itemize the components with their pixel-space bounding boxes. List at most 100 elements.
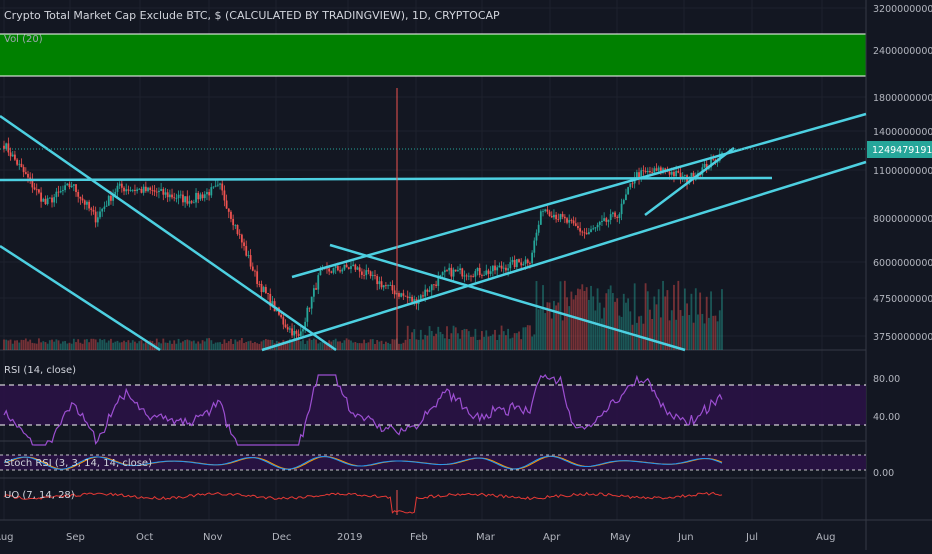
volume-bar	[334, 338, 337, 350]
volume-bar	[31, 342, 34, 350]
volume-bar	[306, 340, 309, 350]
candle-body	[330, 271, 333, 273]
volume-bar	[422, 339, 424, 350]
volume-bar	[164, 342, 167, 350]
volume-bar	[631, 324, 634, 350]
candle-body	[247, 255, 250, 256]
volume-bar	[134, 341, 136, 350]
volume-bar	[360, 343, 363, 350]
candle-body	[68, 183, 71, 188]
volume-bar	[64, 341, 67, 350]
candle-body	[382, 285, 385, 288]
candle-body	[345, 264, 348, 268]
trendline-lower-descending[interactable]	[0, 244, 161, 352]
candle-body	[384, 285, 387, 287]
volume-bar	[485, 330, 488, 350]
rsi-line	[3, 374, 723, 446]
time-tick: Aug	[0, 532, 14, 543]
volume-bar	[670, 310, 673, 350]
candle-body	[62, 190, 64, 192]
volume-bar	[118, 342, 121, 350]
volume-bar	[666, 290, 669, 350]
time-tick: Dec	[272, 532, 291, 543]
candle-body	[243, 242, 245, 247]
volume-bar	[371, 339, 374, 350]
candle-body	[182, 194, 184, 203]
volume-bar	[644, 283, 647, 350]
candle-body	[120, 183, 123, 188]
candle-body	[419, 295, 422, 300]
volume-bar	[208, 338, 211, 350]
candle-body	[101, 208, 104, 212]
candle-body	[367, 270, 370, 272]
volume-bar	[262, 340, 265, 350]
volume-bar	[697, 314, 699, 350]
candle-body	[422, 295, 424, 297]
vol-label[interactable]: Vol (20)	[4, 34, 43, 45]
volume-bar	[625, 302, 627, 350]
volume-bar	[55, 339, 58, 350]
candle-body	[496, 267, 499, 271]
price-axis[interactable]: 320000000000 240000000000 180000000000 1…	[873, 4, 932, 343]
volume-bar	[694, 288, 697, 350]
volume-bar	[144, 342, 147, 350]
trendline-upper-descending[interactable]	[0, 114, 337, 352]
candle-body	[690, 172, 693, 181]
candle-body	[29, 177, 32, 179]
volume-bar	[518, 331, 520, 350]
volume-bar	[210, 340, 213, 350]
volume-bar	[662, 280, 664, 350]
stoch-label[interactable]: Stoch RSI (3, 3, 14, 14, close)	[4, 458, 152, 469]
volume-bar	[391, 339, 394, 350]
candle-body	[542, 211, 544, 213]
volume-bar	[59, 343, 62, 350]
volume-bar	[452, 325, 455, 350]
volume-bar	[478, 339, 481, 350]
volume-bar	[182, 341, 184, 350]
candle-body	[14, 154, 16, 160]
volume-bar	[555, 305, 558, 350]
candle-body	[343, 264, 346, 270]
candle-body	[679, 172, 682, 179]
volume-bar	[587, 299, 590, 350]
candle-body	[114, 191, 117, 195]
volume-bar	[114, 341, 117, 350]
candle-body	[79, 196, 82, 199]
volume-bar	[7, 340, 10, 350]
uo-label[interactable]: UO (7, 14, 28)	[4, 490, 75, 501]
candle-body	[123, 187, 125, 192]
candle-body	[107, 195, 110, 206]
candle-body	[177, 194, 180, 199]
volume-bar	[718, 310, 721, 350]
candle-body	[572, 220, 575, 224]
time-axis[interactable]: Aug Sep Oct Nov Dec 2019 Feb Mar Apr May…	[0, 532, 836, 543]
rsi-label[interactable]: RSI (14, close)	[4, 365, 76, 376]
trendline-mid-descending[interactable]	[329, 243, 686, 352]
volume-bar	[269, 339, 272, 350]
volume-bar	[653, 296, 656, 350]
volume-bar	[406, 325, 409, 350]
candle-body	[428, 290, 431, 292]
trend-lines[interactable]	[0, 112, 867, 352]
trendline-channel-upper[interactable]	[291, 112, 867, 279]
candle-body	[657, 167, 660, 171]
volume-bar	[520, 339, 523, 350]
candle-body	[240, 234, 243, 243]
candle-body	[568, 220, 571, 223]
volume-bar	[140, 340, 143, 350]
candle-body	[550, 215, 553, 218]
volume-bar	[192, 340, 195, 350]
volume-bar	[24, 338, 27, 350]
candle-body	[112, 194, 115, 201]
volume-bar	[107, 340, 110, 350]
trendline-wedge[interactable]	[644, 147, 735, 216]
candle-body	[371, 275, 374, 277]
candle-body	[670, 171, 673, 175]
trendline-channel-lower[interactable]	[261, 160, 867, 352]
chart-title[interactable]: Crypto Total Market Cap Exclude BTC, $ (…	[4, 9, 500, 22]
candle-body	[88, 201, 91, 209]
volume-bar	[177, 338, 180, 350]
volume-bar	[350, 340, 352, 350]
volume-bar	[675, 319, 678, 350]
